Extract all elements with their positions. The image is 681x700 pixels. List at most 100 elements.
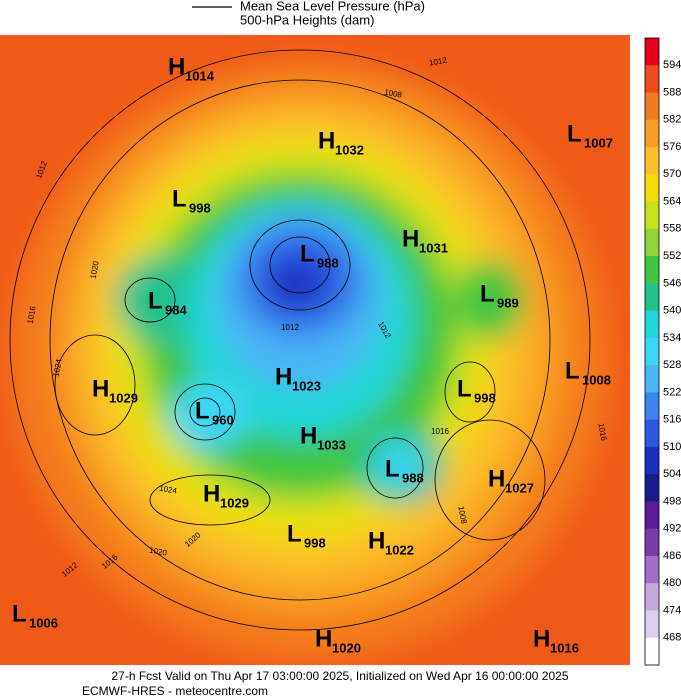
pressure-center: L 988 (385, 455, 424, 485)
pressure-center: H 1022 (368, 527, 414, 557)
pressure-center: H 1014 (168, 53, 215, 83)
center-value: 1014 (185, 68, 215, 83)
center-type: L (287, 520, 302, 547)
center-value: 988 (402, 470, 424, 485)
colorbar-tick-label: 588 (663, 86, 681, 98)
contour-label: 1024 (159, 484, 179, 496)
pressure-center: L 998 (287, 520, 326, 550)
colorbar-swatch (645, 501, 659, 530)
center-value: 1029 (220, 495, 249, 510)
center-type: H (300, 422, 317, 449)
colorbar-tick-label: 564 (663, 195, 681, 207)
colorbar-swatch (645, 365, 659, 393)
colorbar-swatch (645, 228, 659, 257)
center-type: H (168, 53, 185, 80)
colorbar-tick-label: 480 (663, 577, 681, 589)
colorbar-tick-label: 546 (663, 277, 681, 289)
colorbar-swatch (645, 419, 659, 448)
colorbar-tick-label: 474 (663, 604, 681, 616)
colorbar-swatch (645, 147, 659, 175)
center-type: L (480, 280, 495, 307)
pressure-center: L 998 (457, 375, 496, 405)
center-value: 1022 (385, 542, 414, 557)
pressure-center: H 1029 (92, 375, 138, 405)
colorbar-tick-label: 558 (663, 223, 681, 235)
center-type: H (368, 527, 385, 554)
center-type: H (318, 127, 335, 154)
colorbar-swatch (645, 256, 659, 284)
pressure-center: H 1016 (533, 625, 579, 655)
colorbar-swatch (645, 555, 659, 584)
colorbar-tick-label: 576 (663, 141, 681, 153)
center-type: L (457, 375, 472, 402)
height-field (10, 60, 610, 660)
colorbar-tick-label: 504 (663, 468, 681, 480)
center-type: L (172, 185, 187, 212)
pressure-center: H 1029 (203, 480, 249, 510)
center-type: H (488, 465, 505, 492)
colorbar-swatch (645, 283, 659, 312)
center-value: 1023 (292, 378, 321, 393)
center-value: 1033 (317, 437, 346, 452)
colorbar-tick-label: 582 (663, 114, 681, 126)
center-value: 1007 (584, 135, 613, 150)
center-value: 998 (189, 200, 211, 215)
colorbar-swatch (645, 637, 659, 666)
colorbar-tick-label: 498 (663, 495, 681, 507)
center-value: 998 (304, 535, 326, 550)
colorbar-tick-label: 492 (663, 523, 681, 535)
colorbar-tick-label: 552 (663, 250, 681, 262)
center-value: 1027 (505, 480, 534, 495)
contour-label: 1020 (89, 260, 101, 280)
pressure-center: L 1008 (565, 357, 611, 387)
contour-label: 1016 (431, 427, 449, 436)
pressure-center: H 1020 (315, 625, 361, 655)
center-value: 989 (497, 295, 519, 310)
center-type: H (203, 480, 220, 507)
pressure-center: L 1006 (12, 600, 58, 630)
colorbar-frame (644, 37, 660, 666)
colorbar: 594 588 582 576 570 564 558 552 546 540 534 528 522 5… (644, 37, 681, 666)
legend-line-label: Mean Sea Level Pressure (hPa) (240, 0, 425, 13)
pressure-center: H 1031 (402, 225, 448, 255)
colorbar-tick-label: 486 (663, 550, 681, 562)
contour-label: 1012 (281, 323, 299, 332)
colorbar-tick-label: 522 (663, 386, 681, 398)
pressure-center: H 1027 (488, 465, 534, 495)
center-type: H (275, 363, 292, 390)
colorbar-tick-label: 528 (663, 359, 681, 371)
colorbar-swatch (645, 310, 659, 339)
contour-label: 1008 (384, 88, 404, 100)
center-value: 1016 (550, 640, 579, 655)
colorbar-swatch (645, 65, 659, 94)
center-value: 1008 (582, 372, 611, 387)
center-value: 1032 (335, 142, 364, 157)
pressure-center: L 988 (300, 240, 339, 270)
colorbar-tick-label: 468 (663, 632, 681, 644)
pressure-center: L 984 (148, 287, 187, 317)
center-type: H (533, 625, 550, 652)
center-type: H (402, 225, 419, 252)
contour-label: 1016 (26, 305, 38, 325)
pressure-center: H 1033 (300, 422, 346, 452)
center-type: L (12, 600, 27, 627)
contour-label: 1012 (428, 56, 448, 68)
pressure-center: L 989 (480, 280, 519, 310)
center-value: 998 (474, 390, 496, 405)
isobars (9, 49, 591, 631)
colorbar-swatch (645, 337, 659, 366)
colorbar-swatch (645, 38, 659, 66)
pressure-center: L 998 (172, 185, 211, 215)
colorbar-swatch (645, 583, 659, 611)
colorbar-tick-label: 594 (663, 59, 681, 71)
center-type: H (92, 375, 109, 402)
colorbar-tick-label: 570 (663, 168, 681, 180)
center-type: L (195, 397, 210, 424)
center-value: 1020 (332, 640, 361, 655)
colorbar-swatch (645, 528, 659, 557)
colorbar-tick-label: 510 (663, 441, 681, 453)
colorbar-swatch (645, 474, 659, 502)
